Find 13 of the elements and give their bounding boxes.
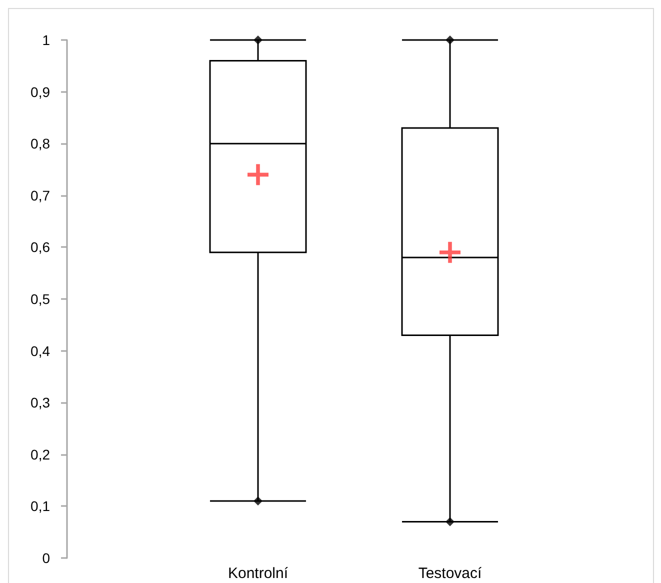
- y-tick-label: 0: [42, 550, 50, 566]
- x-tick-label: Kontrolní: [228, 565, 289, 582]
- y-tick-label: 0,2: [30, 446, 50, 462]
- y-tick-label: 0,9: [30, 84, 50, 100]
- x-tick-label: Testovací: [418, 565, 483, 582]
- y-tick-label: 0,3: [30, 394, 50, 411]
- y-tick-label: 0,1: [30, 498, 50, 514]
- y-tick-label: 1: [42, 32, 50, 48]
- y-tick-label: 0,4: [30, 342, 50, 359]
- y-tick-label: 0,7: [30, 187, 50, 204]
- y-tick-label: 0,6: [30, 239, 50, 256]
- y-tick-label: 0,5: [30, 291, 50, 307]
- y-tick-label: 0,8: [30, 136, 50, 152]
